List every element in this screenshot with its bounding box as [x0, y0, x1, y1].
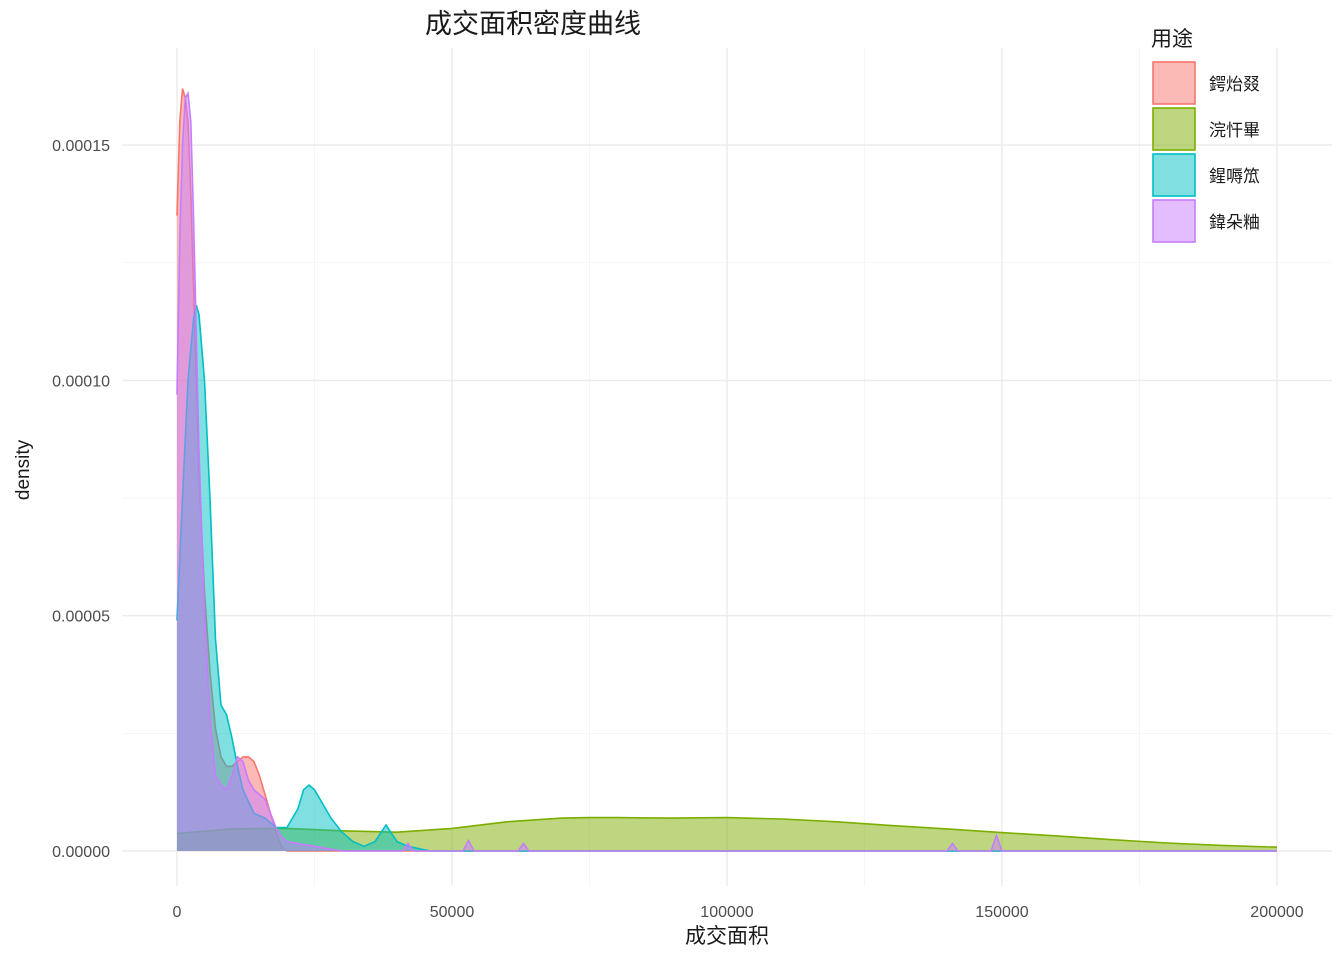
legend-label: 鍔炲叕	[1209, 75, 1260, 95]
legend-label: 鍟嗕笟	[1209, 167, 1260, 187]
x-tick-label: 100000	[700, 904, 753, 921]
y-tick-label: 0.00000	[52, 844, 110, 861]
y-axis-ticks: 0.00000 0.00005 0.00010 0.00015	[52, 138, 110, 861]
y-axis-title: density	[13, 439, 34, 500]
legend-key	[1152, 153, 1196, 197]
x-tick-label: 0	[173, 904, 182, 921]
legend-key	[1152, 199, 1196, 243]
density-line-3	[176, 304, 1277, 852]
y-tick-label: 0.00015	[52, 138, 110, 155]
x-tick-label: 150000	[975, 904, 1028, 921]
density-area-2	[177, 817, 1277, 851]
legend-title: 用途	[1151, 27, 1193, 51]
x-tick-label: 200000	[1250, 904, 1303, 921]
density-line-2	[176, 816, 1278, 848]
x-axis-ticks: 0 50000 100000 150000 200000	[173, 904, 1304, 921]
density-line-4	[176, 90, 1277, 852]
legend-label: 浣忓畢	[1209, 121, 1260, 141]
grid	[122, 48, 1332, 886]
x-tick-label: 50000	[430, 904, 475, 921]
density-areas	[176, 88, 1278, 852]
y-tick-label: 0.00005	[52, 609, 110, 626]
x-axis-title: 成交面积	[685, 924, 769, 948]
y-tick-label: 0.00010	[52, 373, 110, 390]
legend-key	[1152, 107, 1196, 151]
chart-title: 成交面积密度曲线	[425, 9, 641, 40]
legend-key	[1152, 61, 1196, 105]
legend-label: 鍏朵粬	[1209, 213, 1260, 233]
